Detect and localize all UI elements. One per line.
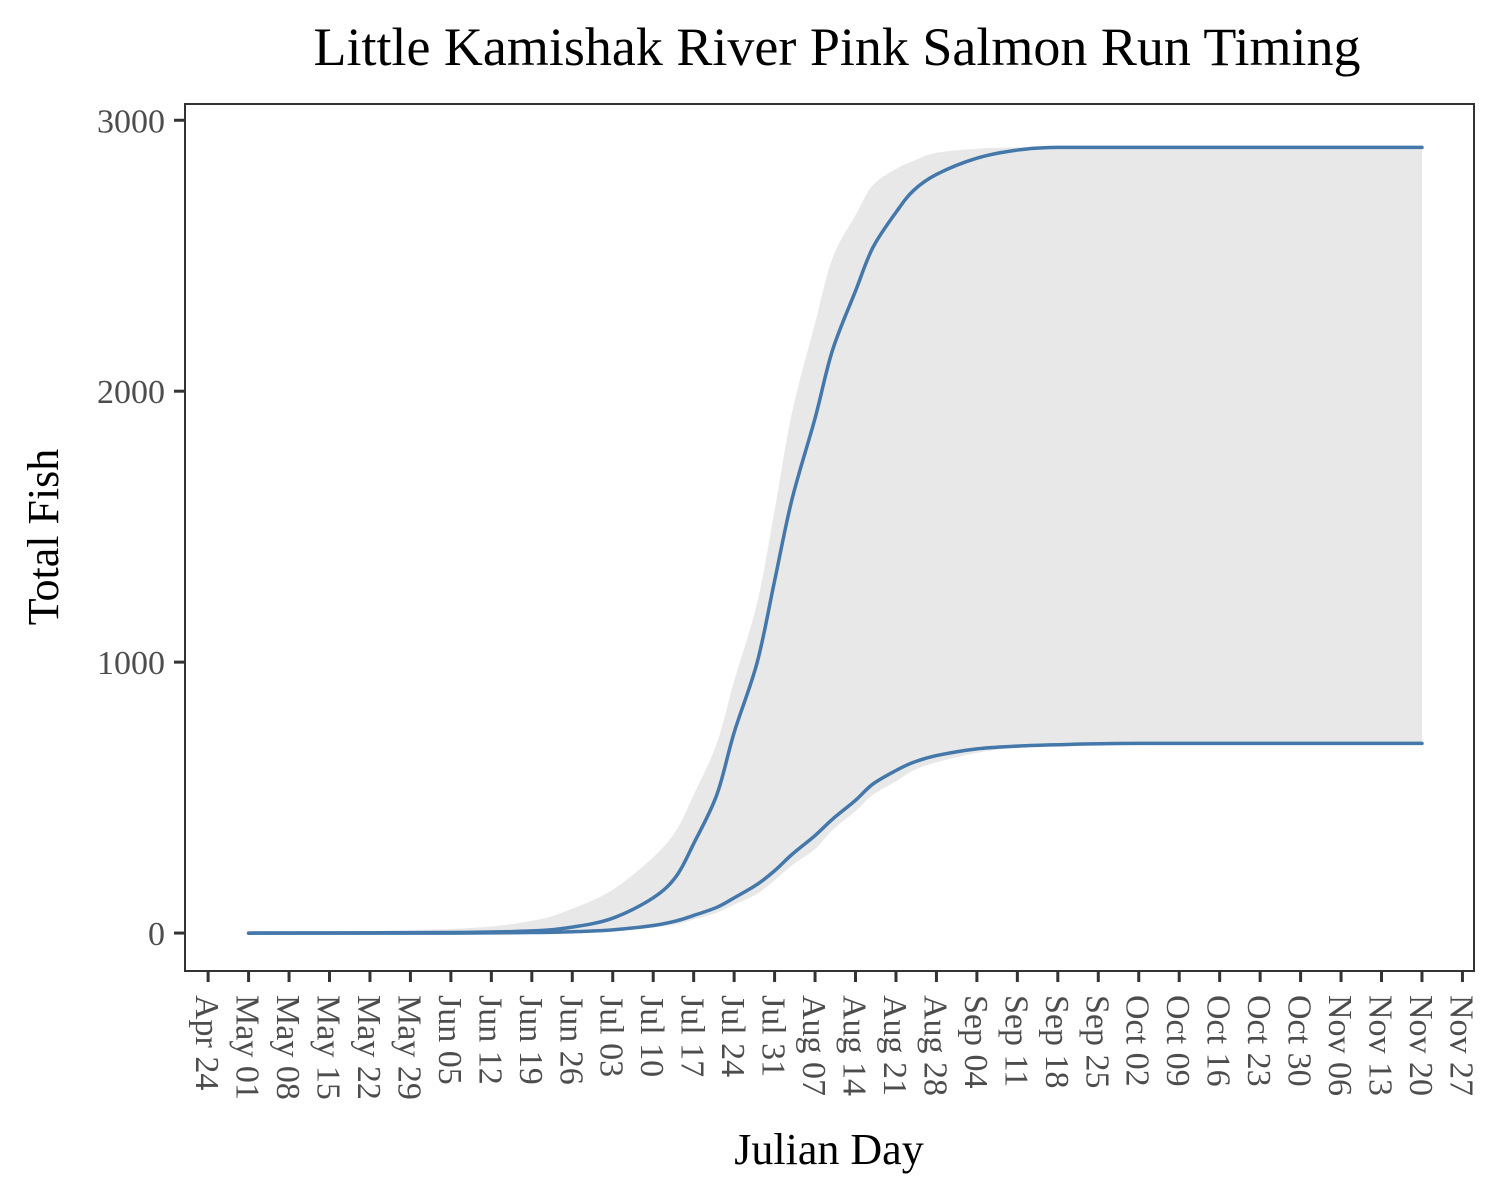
x-tick-label: Oct 23 — [1240, 995, 1277, 1087]
x-tick-label: Apr 24 — [188, 995, 225, 1090]
x-tick-label: Jun 05 — [431, 995, 468, 1085]
x-axis: Apr 24 May 01 May 08 May 15 May 22 May 29 Jun … — [188, 971, 1479, 1100]
x-tick-label: Aug 21 — [876, 995, 913, 1096]
x-tick-label: Sep 18 — [1038, 995, 1075, 1089]
series-line-1 — [246, 145, 1424, 935]
x-tick-label: May 29 — [390, 995, 427, 1100]
x-tick-label: Jul 03 — [593, 995, 630, 1077]
y-tick-label: 1000 — [97, 645, 165, 682]
x-axis-title: Julian Day — [734, 1125, 923, 1174]
x-tick-label: Oct 02 — [1119, 995, 1156, 1087]
series-lines — [246, 145, 1424, 935]
y-tick-label: 2000 — [97, 374, 165, 411]
x-tick-label: Jun 19 — [512, 995, 549, 1085]
x-tick-label: Oct 30 — [1281, 995, 1318, 1087]
x-tick-label: Sep 11 — [997, 995, 1034, 1087]
x-tick-label: May 08 — [269, 995, 306, 1100]
x-tick-label: Aug 28 — [916, 995, 953, 1096]
y-axis: 0 1000 2000 3000 — [97, 103, 185, 953]
plot-frame — [184, 103, 1475, 972]
x-tick-label: Jun 12 — [471, 995, 508, 1085]
x-tick-label: Jul 17 — [674, 995, 711, 1077]
x-tick-label: Aug 14 — [836, 995, 873, 1096]
x-tick-label: Jun 26 — [552, 995, 589, 1085]
y-tick-label: 0 — [148, 916, 165, 953]
x-tick-label: May 15 — [310, 995, 347, 1100]
chart-title: Little Kamishak River Pink Salmon Run Ti… — [313, 17, 1360, 77]
x-tick-label: Sep 25 — [1078, 995, 1115, 1089]
x-tick-label: Nov 20 — [1402, 995, 1439, 1096]
band-area — [248, 147, 1422, 934]
x-tick-label: Nov 06 — [1321, 995, 1358, 1096]
x-tick-label: May 01 — [229, 995, 266, 1100]
x-tick-label: Jul 24 — [714, 995, 751, 1077]
x-tick-label: Jul 10 — [633, 995, 670, 1077]
x-tick-label: Aug 07 — [795, 995, 832, 1096]
x-tick-label: Oct 09 — [1159, 995, 1196, 1087]
x-tick-label: Nov 13 — [1362, 995, 1399, 1096]
x-tick-label: Oct 16 — [1200, 995, 1237, 1087]
x-tick-label: Nov 27 — [1442, 995, 1479, 1096]
series-line-2 — [246, 741, 1424, 935]
x-tick-label: Jul 31 — [755, 995, 792, 1077]
y-axis-title: Total Fish — [19, 449, 68, 626]
x-tick-label: Sep 04 — [957, 995, 994, 1089]
confidence-band — [248, 147, 1422, 934]
x-tick-label: May 22 — [350, 995, 387, 1100]
y-tick-label: 3000 — [97, 103, 165, 140]
